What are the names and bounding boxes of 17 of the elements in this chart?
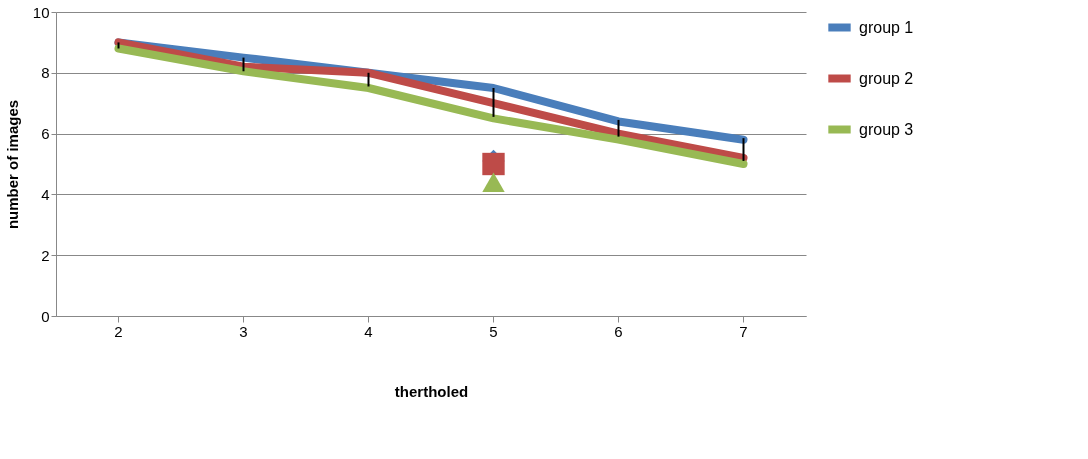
x-tick-label: 3: [239, 322, 248, 340]
x-axis-title: thertholed: [394, 382, 469, 400]
x-tick-label: 5: [489, 322, 498, 340]
x-tick-label: 2: [114, 322, 123, 340]
y-tick-label: 4: [41, 185, 50, 203]
x-tick-label: 7: [739, 322, 748, 340]
y-tick-label: 0: [41, 307, 50, 325]
y-tick-label: 6: [41, 125, 50, 143]
y-tick-label: 8: [41, 64, 50, 82]
legend-label: group 2: [859, 69, 914, 87]
y-tick-label: 10: [32, 3, 50, 21]
legend-label: group 1: [859, 18, 914, 36]
y-axis-title: number of images: [3, 99, 21, 230]
x-tick-label: 6: [614, 322, 623, 340]
y-tick-label: 2: [41, 246, 50, 264]
legend-label: group 3: [859, 120, 914, 138]
x-tick-label: 4: [364, 322, 373, 340]
